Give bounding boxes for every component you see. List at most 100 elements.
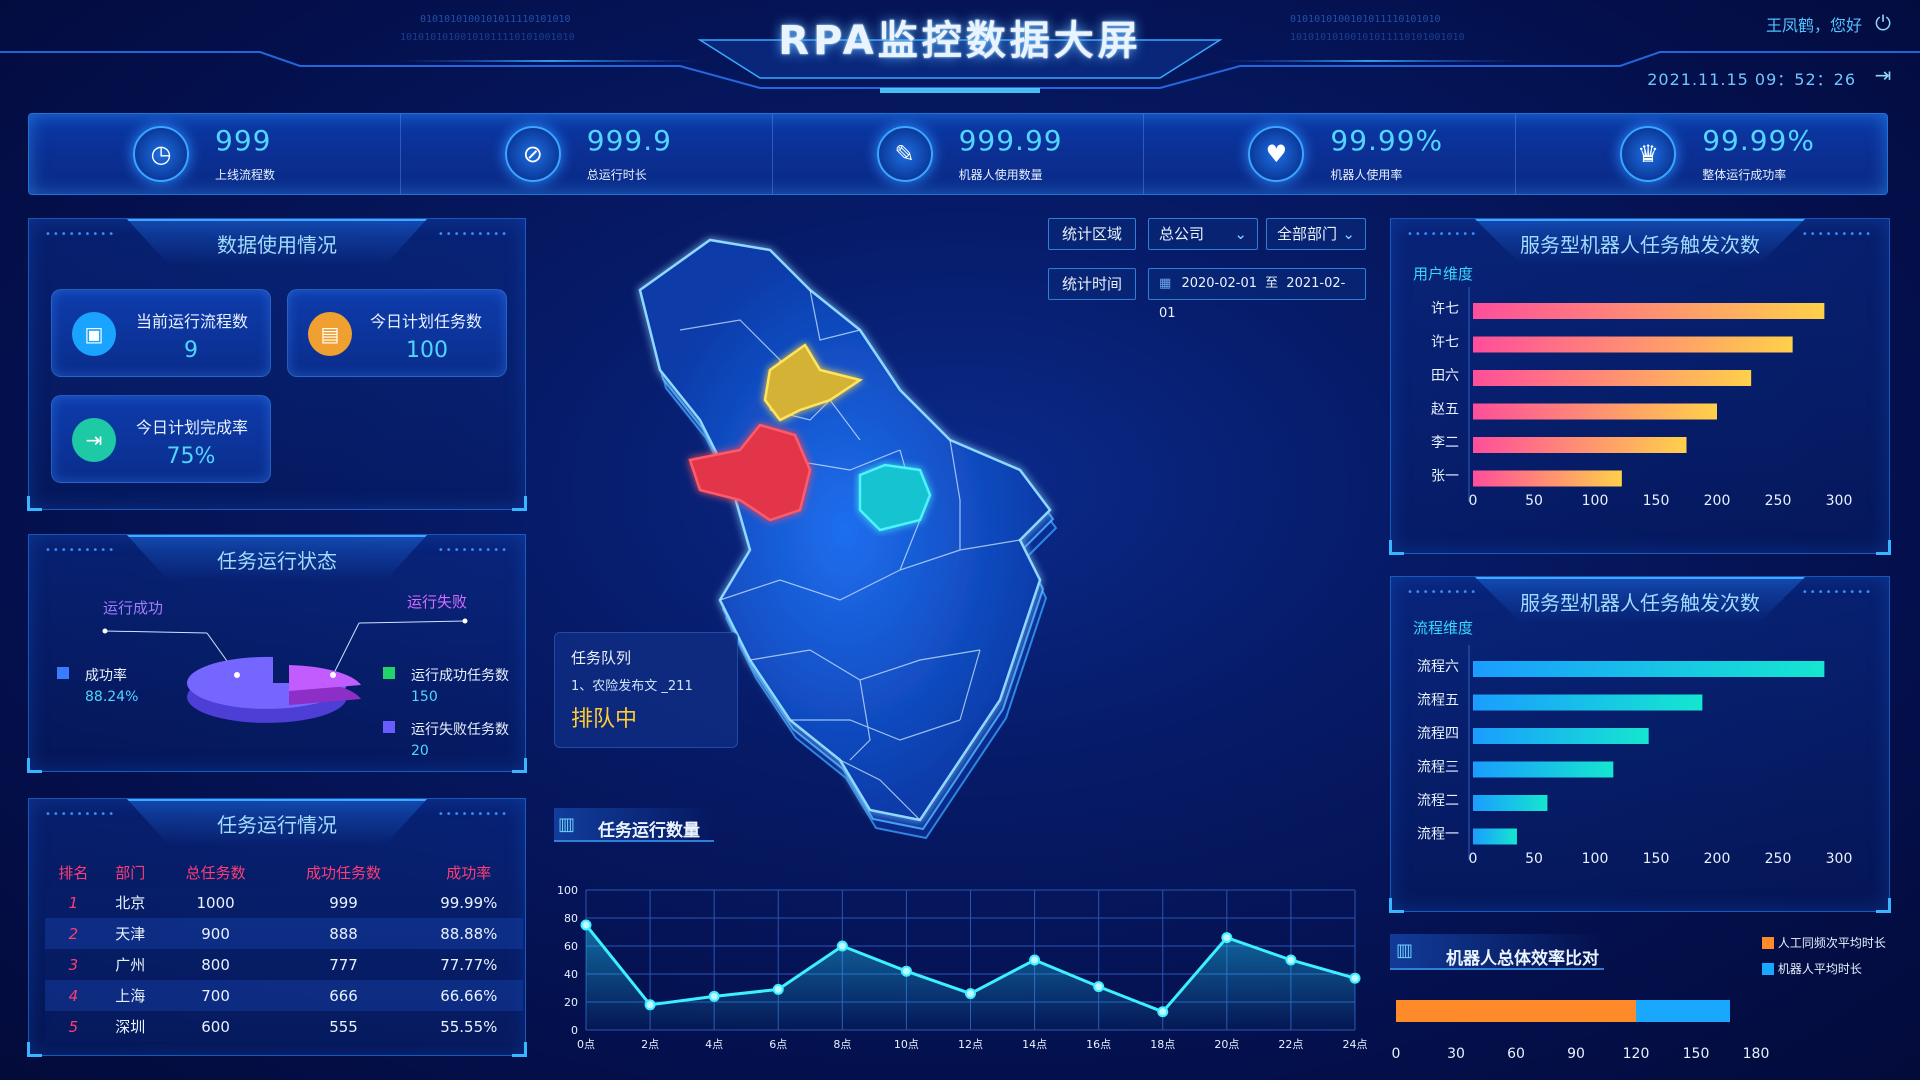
cell-rate: 55.55% — [414, 1011, 523, 1042]
time-filter-label: 统计时间 — [1048, 268, 1136, 300]
task-queue-card: 任务队列 1、农险发布文 _211 排队中 — [554, 632, 738, 748]
cell-success: 777 — [272, 949, 415, 980]
x-tick-label: 2点 — [641, 1038, 659, 1051]
kpi-item: ◷ 999 上线流程数 — [29, 114, 401, 194]
y-tick-label: 0 — [571, 1024, 578, 1037]
region-map[interactable] — [620, 220, 1260, 860]
svg-text:0101010100101011110101010: 0101010100101011110101010 — [420, 14, 571, 25]
queue-title: 任务队列 — [571, 649, 632, 667]
decor-dots: ••••••••• — [437, 809, 509, 820]
cell-success: 666 — [272, 980, 415, 1011]
x-tick-label: 60 — [1507, 1046, 1525, 1062]
cell-rank: 4 — [45, 980, 102, 1011]
bar — [1473, 828, 1517, 845]
cell-rank: 5 — [45, 1011, 102, 1042]
y-tick-label: 20 — [564, 996, 578, 1009]
category-label: 流程二 — [1417, 793, 1459, 809]
x-tick-label: 16点 — [1086, 1038, 1111, 1051]
stat-value: 9 — [184, 338, 198, 363]
x-tick-label: 12点 — [958, 1038, 983, 1051]
legend-swatch-robot — [1762, 963, 1774, 975]
user-greeting: 王凤鹤，您好 — [1765, 16, 1862, 35]
page-title: RPA监控数据大屏 — [778, 18, 1142, 64]
section-header: ▥ 任务运行数量 — [554, 808, 714, 842]
y-tick-label: 40 — [564, 968, 578, 981]
logout-icon[interactable]: ⇥ — [1874, 63, 1892, 87]
data-point — [772, 983, 784, 995]
panel-title: 任务运行情况 — [217, 813, 337, 837]
department-select[interactable]: 全部部门 ⌄ — [1266, 218, 1366, 250]
calendar-icon: ▦ — [1159, 276, 1172, 291]
bar — [1473, 694, 1703, 711]
decor-dots: ••••••••• — [1801, 587, 1873, 598]
decor-dots: ••••••••• — [45, 545, 117, 556]
x-tick-label: 100 — [1582, 851, 1609, 867]
x-tick-label: 24点 — [1343, 1038, 1368, 1051]
decor-dots: ••••••••• — [437, 229, 509, 240]
date-range-picker[interactable]: ▦ 2020-02-01 至 2021-02-01 — [1148, 268, 1366, 321]
x-tick-label: 150 — [1643, 493, 1670, 509]
region-highlight-yellow — [763, 343, 864, 422]
legend-swatch-rate — [57, 667, 69, 679]
kpi-item: ♛ 99.99% 整体运行成功率 — [1516, 114, 1887, 194]
col-header: 总任务数 — [185, 863, 246, 882]
crown-icon: ♛ — [1620, 126, 1677, 182]
robot-trigger-user-panel: ••••••••• ••••••••• 服务型机器人任务触发次数 用户维度 许七… — [1389, 218, 1891, 555]
x-tick-label: 0 — [1469, 851, 1478, 867]
table-header-row: 排名 部门 总任务数 成功任务数 成功率 — [45, 857, 523, 887]
bar-chart-icon: ▥ — [1396, 940, 1414, 961]
x-tick-label: 50 — [1525, 851, 1543, 867]
bar — [1473, 336, 1793, 353]
table-row: 3 广州 800 777 77.77% — [45, 949, 523, 980]
bar — [1473, 470, 1622, 487]
cell-rank: 2 — [45, 918, 102, 949]
section-title: 任务运行数量 — [598, 821, 700, 841]
col-header: 部门 — [115, 863, 146, 882]
cell-total: 900 — [158, 918, 273, 949]
legend-label: 机器人平均时长 — [1777, 962, 1862, 976]
power-icon[interactable]: ⏻ — [1875, 11, 1891, 35]
bar — [1473, 795, 1548, 811]
panel-title: 服务型机器人任务触发次数 — [1520, 233, 1760, 257]
pie-label-fail: 运行失败 — [407, 593, 468, 611]
x-tick-label: 250 — [1765, 851, 1792, 867]
category-label: 流程四 — [1417, 726, 1459, 742]
data-point — [836, 940, 848, 952]
cell-total: 1000 — [158, 887, 273, 918]
x-tick-label: 6点 — [769, 1038, 787, 1051]
bar — [1473, 728, 1649, 744]
line-area — [586, 925, 1355, 1030]
x-tick-label: 8点 — [833, 1038, 851, 1051]
header-frame: 0101010100101011110101010 10101010100101… — [0, 14, 1920, 93]
panel-title-frame: 服务型机器人任务触发次数 — [1475, 577, 1805, 623]
datetime: 2021.11.15 09：52：26 — [1647, 70, 1856, 89]
kpi-value: 99.99% — [1702, 124, 1815, 157]
task-status-panel: ••••••••• ••••••••• 任务运行状态 运行成功 运行失败 成功率… — [27, 534, 527, 773]
svg-text:0101010100101011110101010: 0101010100101011110101010 — [1290, 14, 1441, 25]
panel-title: 服务型机器人任务触发次数 — [1520, 591, 1760, 615]
cell-total: 600 — [158, 1011, 273, 1042]
success-count-label: 运行成功任务数 — [411, 668, 509, 684]
x-tick-label: 300 — [1826, 851, 1853, 867]
briefcase-icon: ▣ — [72, 312, 116, 356]
company-select[interactable]: 总公司 ⌄ — [1148, 218, 1258, 250]
region-filter-label: 统计区域 — [1048, 218, 1136, 250]
section-title: 机器人总体效率比对 — [1446, 949, 1599, 969]
cell-total: 700 — [158, 980, 273, 1011]
legend-item: 机器人平均时长 — [1762, 960, 1862, 977]
header: 0101010100101011110101010 10101010100101… — [0, 0, 1920, 100]
category-label: 流程五 — [1417, 693, 1459, 709]
x-tick-label: 0点 — [577, 1038, 595, 1051]
edit-doc-icon: ✎ — [876, 126, 933, 182]
pie-slice-fail — [289, 665, 361, 691]
col-header: 成功率 — [446, 863, 492, 882]
data-point — [1093, 981, 1105, 993]
kpi-bar: ◷ 999 上线流程数 ⊘ 999.9 总运行时长 ✎ 999.99 机器人使用… — [28, 113, 1888, 195]
cell-rank: 3 — [45, 949, 102, 980]
category-label: 流程三 — [1417, 760, 1459, 776]
cell-rate: 66.66% — [414, 980, 523, 1011]
bar-manual — [1396, 1000, 1636, 1022]
robot-trigger-flow-panel: ••••••••• ••••••••• 服务型机器人任务触发次数 流程维度 流程… — [1389, 576, 1891, 913]
